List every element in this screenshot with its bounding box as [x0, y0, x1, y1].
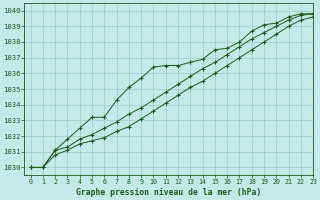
X-axis label: Graphe pression niveau de la mer (hPa): Graphe pression niveau de la mer (hPa)	[76, 188, 261, 197]
